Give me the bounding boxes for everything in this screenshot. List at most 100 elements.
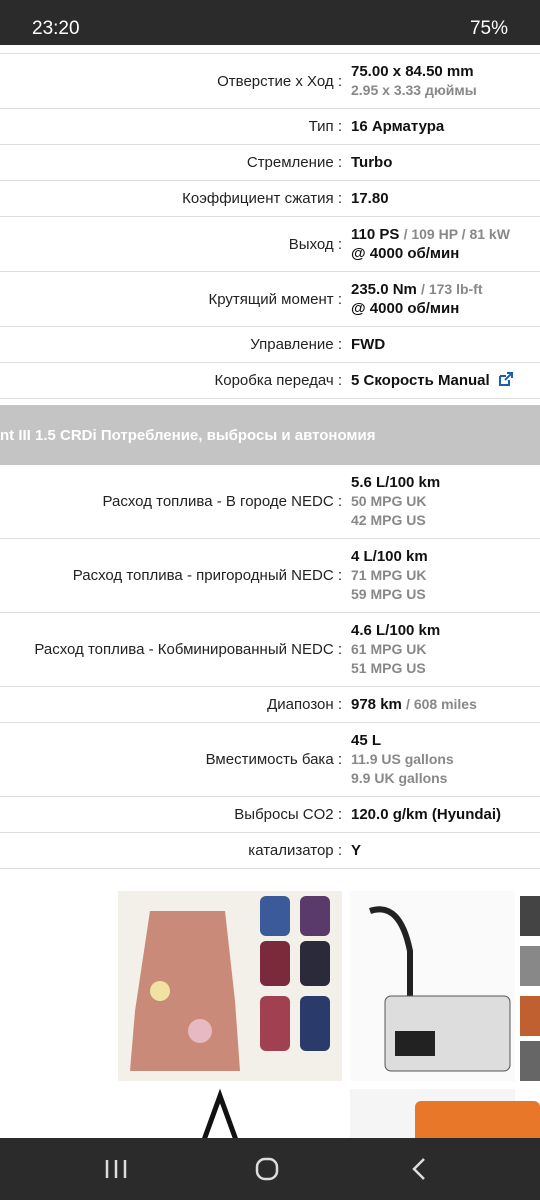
- spec-row: Расход топлива - Кобминированный NEDC : 4…: [0, 613, 540, 687]
- spec-value: 110 PS: [351, 226, 400, 243]
- value-line: 16 Арматура: [351, 117, 444, 136]
- ad-image: [520, 946, 540, 986]
- value-line: 17.80: [351, 189, 389, 208]
- ad-image: [300, 896, 330, 936]
- ad-image: [260, 996, 290, 1051]
- spec-value-cell: Y: [342, 833, 361, 868]
- spec-value: Y: [351, 842, 362, 859]
- spec-sub-value: 59 MPG US: [351, 586, 426, 602]
- spec-unit-alt: / 173 lb-ft: [421, 281, 483, 297]
- spec-row: Коробка передач : 5 Скорость Manual: [0, 363, 540, 399]
- spec-row: Расход топлива - В городе NEDC :5.6 L/10…: [0, 465, 540, 539]
- spec-label-cell: Расход топлива - Кобминированный NEDC :: [0, 613, 342, 686]
- spec-value-cell: 75.00 x 84.50 mm 2.95 x 3.33 дюймы: [342, 54, 477, 108]
- spec-label-cell: катализатор :: [0, 833, 342, 868]
- value-line: Y: [351, 841, 361, 860]
- spec-value-cell: 235.0 Nm / 173 lb-ft @ 4000 об/мин: [342, 272, 483, 326]
- spec-unit-alt: / 109 HP / 81 kW: [403, 226, 510, 242]
- value-line: 5 Скорость Manual: [351, 371, 514, 390]
- spec-row: Стремление : Turbo: [0, 145, 540, 181]
- spec-value-cell: FWD: [342, 327, 385, 362]
- navigation-bar: [0, 1138, 540, 1200]
- spec-label-cell: Выход :: [0, 217, 342, 271]
- spec-label-cell: Отверстие x Ход :: [0, 54, 342, 108]
- spec-value-cell: 978 km / 608 miles: [342, 687, 477, 722]
- external-link-icon[interactable]: [498, 372, 514, 386]
- spec-value-cell: 120.0 g/km (Hyundai): [342, 797, 501, 832]
- status-bar: 23:20 75%: [0, 0, 540, 45]
- ad-banner[interactable]: [0, 891, 540, 1138]
- value-line: 45 L: [351, 731, 454, 750]
- spec-label: катализатор :: [248, 842, 342, 859]
- ad-image: [130, 911, 240, 1071]
- value-line: 4.6 L/100 km: [351, 621, 440, 640]
- ad-image: [520, 996, 540, 1036]
- clock: 23:20: [32, 18, 80, 39]
- spec-unit-alt: / 608 miles: [406, 696, 477, 712]
- spec-label-cell: Расход топлива - В городе NEDC :: [0, 465, 343, 538]
- spec-value: 978 km: [351, 696, 402, 713]
- ad-image: [300, 996, 330, 1051]
- spec-row: Коэффициент сжатия : 17.80: [0, 181, 540, 217]
- spec-value: 16 Арматура: [351, 118, 445, 135]
- ad-image: [260, 941, 290, 986]
- page-content: Отверстие x Ход : 75.00 x 84.50 mm 2.95 x …: [0, 45, 540, 1138]
- spec-sub-value: 51 MPG US: [351, 660, 426, 676]
- ad-image: [520, 1041, 540, 1081]
- value-line: 110 PS / 109 HP / 81 kW: [351, 225, 510, 244]
- spec-value-cell: 16 Арматура: [342, 109, 444, 144]
- spec-label: Выбросы CO2 :: [234, 806, 342, 823]
- spec-row: Тип : 16 Арматура: [0, 109, 540, 145]
- spec-sub-value: 71 MPG UK: [351, 567, 427, 583]
- recent-apps-button[interactable]: [105, 1160, 127, 1178]
- ad-image: [202, 1088, 238, 1138]
- ad-image: [369, 906, 413, 1001]
- spec-value-cell: 5.6 L/100 km 50 MPG UK 42 MPG US: [342, 465, 440, 538]
- spec-value-line: @ 4000 об/мин: [351, 300, 460, 317]
- spec-sub-value: 2.95 x 3.33 дюймы: [351, 82, 477, 98]
- spec-value: 235.0 Nm: [351, 281, 417, 298]
- spec-value-cell: 5 Скорость Manual: [342, 363, 514, 398]
- spec-value-cell: 4 L/100 km 71 MPG UK 59 MPG US: [342, 539, 428, 612]
- spec-label-cell: Вместимость бака :: [0, 723, 342, 796]
- value-line: 978 km / 608 miles: [351, 695, 477, 714]
- spec-label: Управление :: [250, 336, 342, 353]
- spec-value: Turbo: [351, 154, 393, 171]
- spec-label: Расход топлива - Кобминированный NEDC :: [34, 641, 342, 658]
- spec-sub-value: 50 MPG UK: [351, 493, 427, 509]
- home-button[interactable]: [255, 1157, 279, 1181]
- spec-value: FWD: [351, 336, 386, 353]
- spec-value-line: @ 4000 об/мин: [351, 245, 460, 262]
- spec-value: 4.6 L/100 km: [351, 622, 441, 639]
- spec-value-cell: 110 PS / 109 HP / 81 kW @ 4000 об/мин: [342, 217, 510, 271]
- spec-row: Выбросы CO2 : 120.0 g/km (Hyundai): [0, 797, 540, 833]
- spec-sub-value: 61 MPG UK: [351, 641, 427, 657]
- back-button[interactable]: [412, 1158, 425, 1180]
- ad-image: [395, 1031, 435, 1056]
- value-line: Turbo: [351, 153, 392, 172]
- spec-sub-value: 42 MPG US: [351, 512, 426, 528]
- spec-row: Отверстие x Ход : 75.00 x 84.50 mm 2.95 x …: [0, 54, 540, 109]
- ad-image: [188, 1019, 212, 1043]
- spec-row: Выход :110 PS / 109 HP / 81 kW @ 4000 об/…: [0, 217, 540, 272]
- spec-label: Вместимость бака :: [205, 751, 342, 768]
- spec-value: 5 Скорость Manual: [351, 372, 490, 389]
- spec-label: Коробка передач :: [214, 372, 343, 389]
- value-line: 235.0 Nm / 173 lb-ft: [351, 280, 483, 299]
- spec-row: Крутящий момент :235.0 Nm / 173 lb-ft @ 4…: [0, 272, 540, 327]
- spec-label: Диапозон :: [267, 696, 342, 713]
- spec-label-cell: Крутящий момент :: [0, 272, 342, 326]
- spec-label: Крутящий момент :: [208, 290, 342, 308]
- spec-label: Стремление :: [246, 154, 342, 171]
- spec-table: Отверстие x Ход : 75.00 x 84.50 mm 2.95 x …: [0, 54, 540, 399]
- section-header: nt III 1.5 CRDi Потребление, выбросы и а…: [0, 405, 540, 465]
- spec-row: Управление : FWD: [0, 327, 540, 363]
- spec-label-cell: Выбросы CO2 :: [0, 797, 342, 832]
- spec-sub-value: 11.9 US gallons: [351, 751, 454, 767]
- spec-row: Вместимость бака : 45 L 11.9 US gallons 9.9…: [0, 723, 540, 797]
- spec-table: Расход топлива - В городе NEDC :5.6 L/10…: [0, 465, 540, 869]
- spec-value: 75.00 x 84.50 mm: [351, 63, 474, 80]
- spec-value: 120.0 g/km (Hyundai): [351, 806, 502, 823]
- spec-label-cell: Расход топлива - пригородный NEDC :: [0, 539, 342, 612]
- spec-row: катализатор : Y: [0, 833, 540, 869]
